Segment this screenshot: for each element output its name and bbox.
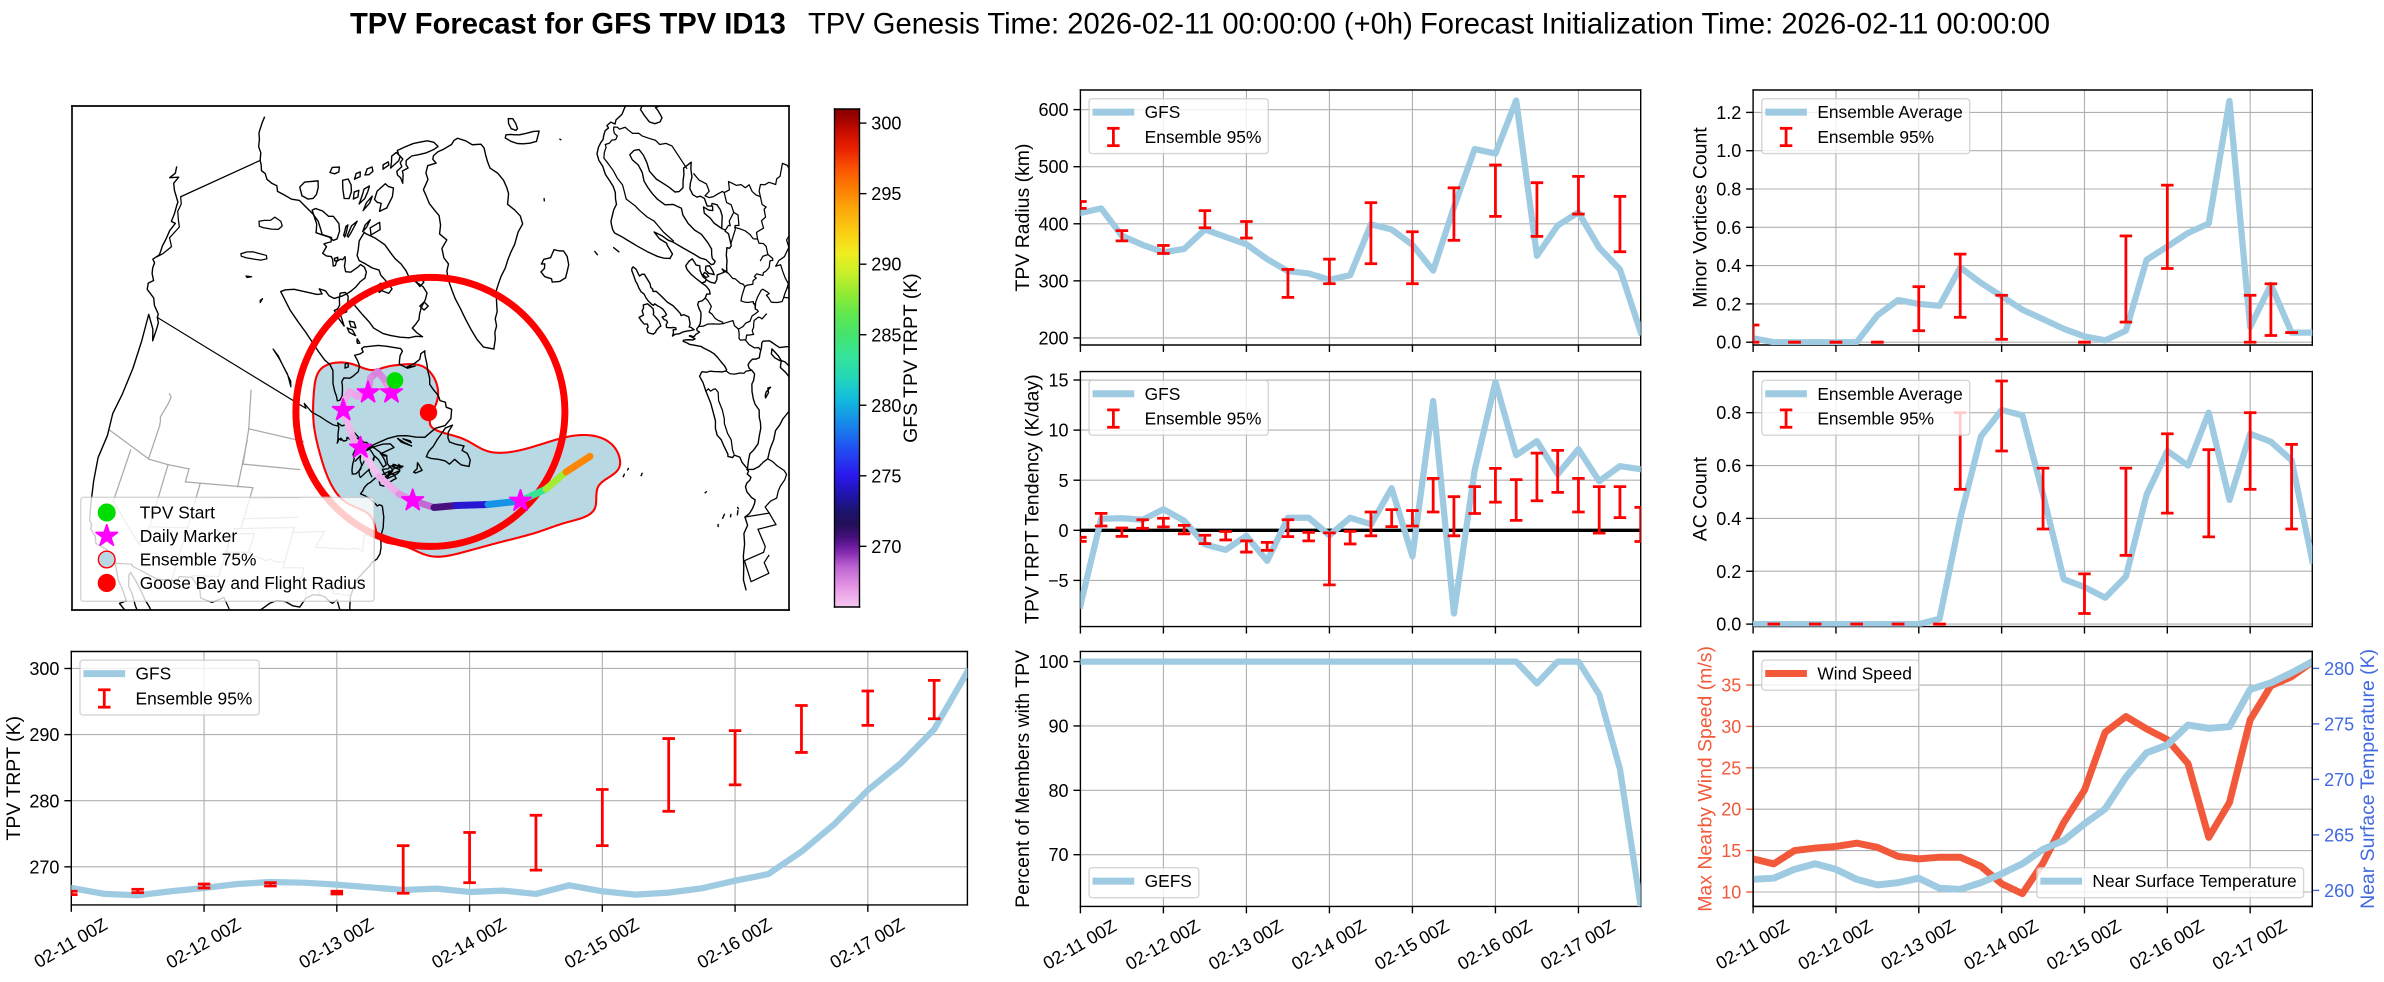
svg-text:Near Surface Temperature (K): Near Surface Temperature (K)	[2357, 649, 2379, 909]
svg-text:Daily Marker: Daily Marker	[140, 526, 238, 546]
svg-text:90: 90	[1049, 716, 1069, 736]
svg-text:300: 300	[871, 114, 901, 134]
svg-text:30: 30	[1721, 717, 1741, 737]
svg-text:270: 270	[29, 857, 59, 877]
svg-text:Ensemble 95%: Ensemble 95%	[136, 689, 253, 709]
svg-text:500: 500	[1038, 157, 1068, 177]
svg-text:0.6: 0.6	[1716, 218, 1741, 238]
svg-text:0.2: 0.2	[1716, 562, 1741, 582]
svg-text:Ensemble 95%: Ensemble 95%	[1145, 409, 1262, 429]
svg-text:1.2: 1.2	[1716, 103, 1741, 123]
svg-text:15: 15	[1721, 841, 1741, 861]
svg-text:TPV Genesis Time: 2026-02-11 0: TPV Genesis Time: 2026-02-11 00:00:00 (+…	[808, 9, 1413, 41]
svg-text:0.4: 0.4	[1716, 509, 1741, 529]
svg-text:0: 0	[1059, 521, 1069, 541]
svg-text:Max Nearby Wind Speed (m/s): Max Nearby Wind Speed (m/s)	[1695, 646, 1717, 912]
svg-text:0.2: 0.2	[1716, 294, 1741, 314]
svg-text:GFS: GFS	[1145, 384, 1181, 404]
svg-text:270: 270	[871, 537, 901, 557]
svg-text:275: 275	[2324, 714, 2354, 734]
svg-text:GFS: GFS	[1145, 102, 1181, 122]
svg-text:Percent of Members with TPV: Percent of Members with TPV	[1012, 650, 1034, 908]
svg-text:GFS: GFS	[136, 664, 172, 684]
svg-text:TPV Start: TPV Start	[140, 503, 215, 523]
svg-text:600: 600	[1038, 100, 1068, 120]
svg-text:280: 280	[29, 791, 59, 811]
svg-text:Minor Vortices Count: Minor Vortices Count	[1690, 127, 1712, 308]
svg-text:TPV TRPT (K): TPV TRPT (K)	[3, 716, 25, 841]
svg-text:Wind Speed: Wind Speed	[1817, 664, 1912, 684]
svg-text:35: 35	[1721, 676, 1741, 696]
svg-text:Ensemble Average: Ensemble Average	[1817, 102, 1962, 122]
svg-text:Ensemble 95%: Ensemble 95%	[1817, 409, 1934, 429]
svg-text:100: 100	[1038, 652, 1068, 672]
svg-text:10: 10	[1049, 421, 1069, 441]
svg-text:25: 25	[1721, 758, 1741, 778]
svg-text:Ensemble 95%: Ensemble 95%	[1145, 127, 1262, 147]
svg-text:Near Surface Temperature: Near Surface Temperature	[2092, 871, 2296, 891]
svg-text:TPV TRPT Tendency (K/day): TPV TRPT Tendency (K/day)	[1021, 374, 1043, 624]
svg-text:0.6: 0.6	[1716, 456, 1741, 476]
svg-text:Goose Bay and Flight Radius: Goose Bay and Flight Radius	[140, 573, 366, 593]
svg-text:285: 285	[871, 325, 901, 345]
svg-text:15: 15	[1049, 371, 1069, 391]
svg-text:GFS TPV TRPT (K): GFS TPV TRPT (K)	[900, 273, 922, 443]
svg-text:70: 70	[1049, 845, 1069, 865]
svg-text:260: 260	[2324, 881, 2354, 901]
svg-text:0.0: 0.0	[1716, 333, 1741, 353]
svg-text:80: 80	[1049, 781, 1069, 801]
svg-text:Ensemble 75%: Ensemble 75%	[140, 550, 257, 570]
svg-text:0.4: 0.4	[1716, 256, 1741, 276]
svg-text:275: 275	[871, 466, 901, 486]
svg-text:TPV Forecast for GFS TPV ID13: TPV Forecast for GFS TPV ID13	[350, 9, 786, 41]
svg-text:Ensemble 95%: Ensemble 95%	[1817, 127, 1934, 147]
svg-text:0.8: 0.8	[1716, 403, 1741, 423]
svg-text:20: 20	[1721, 800, 1741, 820]
svg-text:0.0: 0.0	[1716, 615, 1741, 635]
svg-text:290: 290	[871, 255, 901, 275]
svg-text:295: 295	[871, 184, 901, 204]
svg-text:280: 280	[871, 396, 901, 416]
svg-text:290: 290	[29, 725, 59, 745]
svg-text:TPV Radius (km): TPV Radius (km)	[1012, 144, 1034, 292]
svg-text:5: 5	[1059, 471, 1069, 491]
svg-text:265: 265	[2324, 825, 2354, 845]
svg-text:280: 280	[2324, 659, 2354, 679]
svg-text:GEFS: GEFS	[1145, 871, 1192, 891]
svg-text:10: 10	[1721, 883, 1741, 903]
svg-text:AC Count: AC Count	[1690, 456, 1712, 541]
svg-text:−5: −5	[1048, 571, 1069, 591]
svg-text:1.0: 1.0	[1716, 141, 1741, 161]
svg-text:270: 270	[2324, 770, 2354, 790]
svg-text:Ensemble Average: Ensemble Average	[1817, 384, 1962, 404]
svg-text:0.8: 0.8	[1716, 180, 1741, 200]
svg-text:300: 300	[1038, 271, 1068, 291]
svg-text:200: 200	[1038, 328, 1068, 348]
svg-text:Forecast Initialization Time:: Forecast Initialization Time: 2026-02-11…	[1420, 9, 2050, 41]
svg-text:300: 300	[29, 659, 59, 679]
svg-text:400: 400	[1038, 214, 1068, 234]
